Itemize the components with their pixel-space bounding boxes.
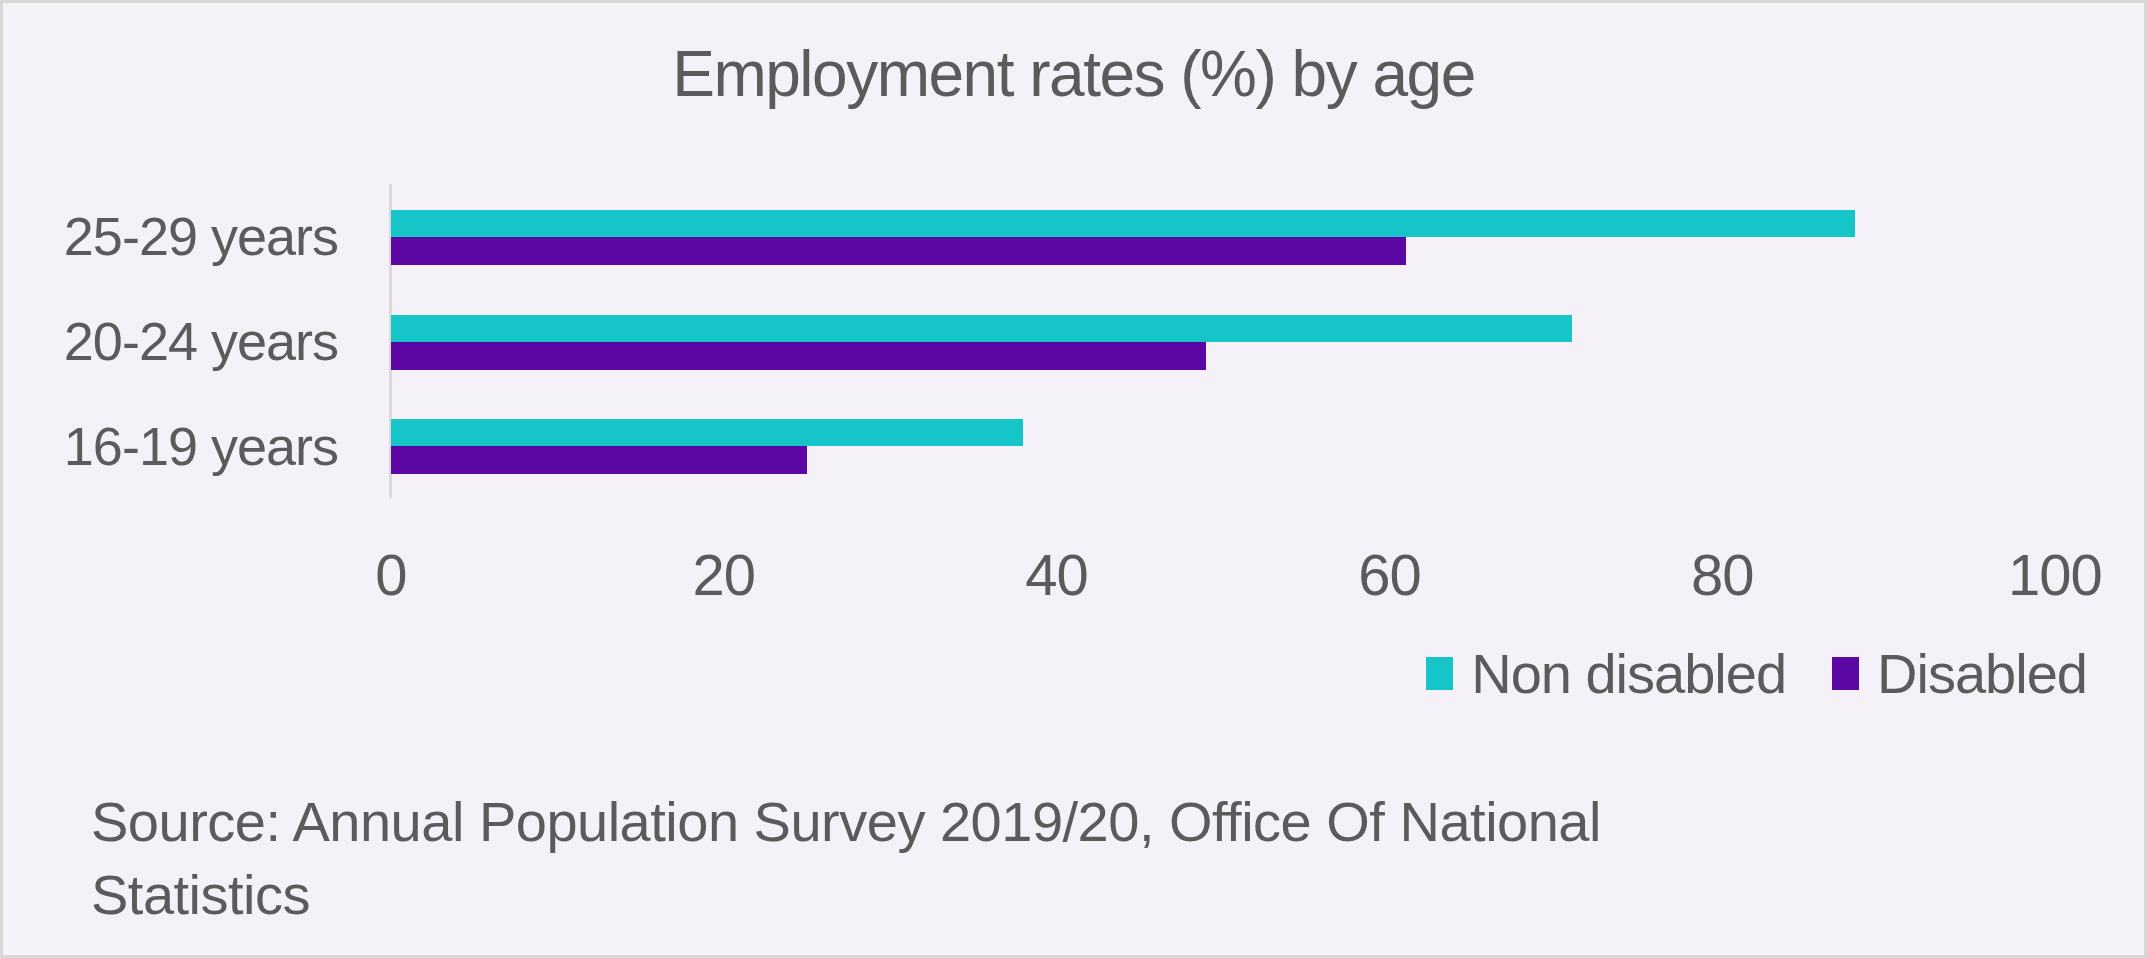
bar-non-disabled-16-19-years [391, 419, 1023, 446]
bar-disabled-20-24-years [391, 342, 1206, 370]
legend: Non disabled Disabled [1426, 641, 2087, 706]
bar-disabled-25-29-years [391, 237, 1406, 265]
x-tick-label: 100 [2008, 541, 2102, 608]
category-label: 20-24 years [3, 289, 338, 394]
source-line-2: Statistics [91, 858, 1601, 931]
chart-title: Employment rates (%) by age [3, 37, 2144, 111]
category-label: 25-29 years [3, 184, 338, 289]
x-tick-label: 60 [1358, 541, 1421, 608]
source-note: Source: Annual Population Survey 2019/20… [91, 785, 1601, 931]
bar-non-disabled-20-24-years [391, 315, 1572, 342]
source-line-1: Source: Annual Population Survey 2019/20… [91, 785, 1601, 858]
legend-swatch-icon [1832, 657, 1859, 690]
legend-item-disabled: Disabled [1832, 641, 2087, 706]
legend-item-non-disabled: Non disabled [1426, 641, 1786, 706]
bar-non-disabled-25-29-years [391, 210, 1855, 237]
x-tick-label: 20 [693, 541, 756, 608]
x-tick-label: 40 [1025, 541, 1088, 608]
chart-card: Employment rates (%) by age Non disabled… [0, 0, 2147, 958]
legend-label: Non disabled [1471, 641, 1786, 706]
legend-swatch-icon [1426, 657, 1453, 690]
x-tick-label: 0 [375, 541, 406, 608]
legend-label: Disabled [1877, 641, 2087, 706]
bar-disabled-16-19-years [391, 446, 807, 474]
x-tick-label: 80 [1691, 541, 1754, 608]
category-label: 16-19 years [3, 393, 338, 498]
